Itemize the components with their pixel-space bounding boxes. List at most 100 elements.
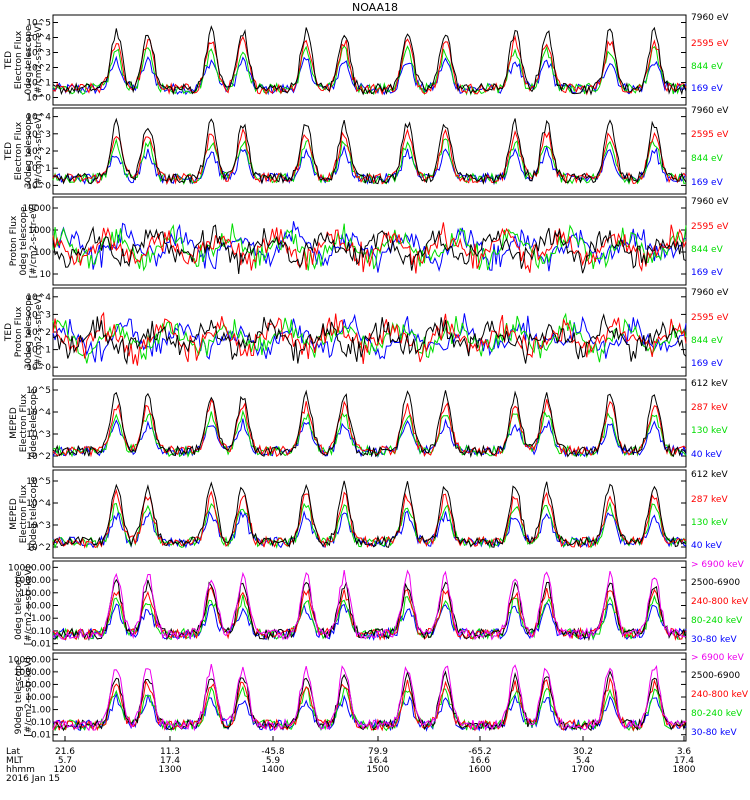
series-line-240-800-keV [52,586,687,641]
series-line-287-keV [52,398,687,458]
legend-entry: 844 eV [691,62,723,72]
y-tick-label: 10^5 [26,477,51,487]
y-tick-label: 10.00 [25,602,51,612]
x-tick-label-lat: -45.8 [261,747,285,757]
x-tick-label-hhmm: 1700 [571,765,595,775]
x-tick-label-hhmm: 1200 [53,765,77,775]
y-tick-label: 1000.00 [14,668,51,678]
y-axis-label: TED Electron Flux 0deg telescope [#/cm2-s-s… [4,22,44,98]
x-tick-label-hhmm: 1500 [366,765,390,775]
legend-entry: 130 keV [691,426,728,436]
y-tick-label: 10^1 [26,164,51,174]
y-tick-label: 10^0 [26,363,51,373]
y-tick-label: 1000.00 [14,576,51,586]
y-tick-label: 1000 [28,226,51,236]
y-tick-label: 10000 [22,204,51,214]
series-line-844-eV [52,312,687,364]
y-tick-label: 10^4 [26,113,51,123]
y-tick-label: 10^4 [26,293,51,303]
x-tick-label-hhmm: 1800 [672,765,696,775]
legend-entry: 30-80 keV [691,635,737,645]
series-line-612-keV [52,389,687,459]
x-tick-label-lat: -65.2 [468,747,492,757]
legend-entry: 240-800 keV [691,597,749,607]
y-axis-label: MEPED Electron Flux 0deg telescope [9,388,39,458]
x-tick-label-hhmm: 1600 [468,765,492,775]
y-tick-label: 10^0 [26,181,51,191]
series-line-844-eV [52,45,687,96]
series-line-844-eV [52,223,687,272]
legend-entry: 80-240 keV [691,709,743,719]
y-tick-label: 10^2 [26,147,51,157]
series-line-7960-eV [52,117,687,185]
legend-entry: 612 keV [691,470,728,480]
y-axis-label: TED Electron Flux 30deg telescope [#/cm2-s-… [4,113,44,189]
series-line-169-eV [52,55,687,96]
panel-7: 0.01 0.10 1.00 10.00 100.00 1000.00 10000.00 [8,560,687,651]
plot-title: NOAA18 [351,1,399,14]
y-axis-label: Proton Flux 0deg telescope [#/cm2-s-str-eV… [9,203,39,279]
legend-entry: 844 eV [691,336,723,346]
y-axis-label: 0deg telescope [#/cm2-s-str-keV] [14,565,34,646]
y-axis-label: MEPED Electron Flux 90deg telescope [9,476,39,552]
y-tick-label: 0.10 [31,718,51,728]
series-line-130-keV [52,409,687,459]
y-tick-label: 10^1 [26,79,51,89]
y-tick-label: 100.00 [20,680,52,690]
legend-entry: 169 eV [691,359,723,369]
panel-8: 0.01 0.10 1.00 10.00 100.00 1000.00 10000.00 [8,652,687,742]
series-line-7960-eV [52,25,687,96]
x-tick-label-hhmm: 1300 [158,765,182,775]
panel-frame [52,378,687,468]
y-tick-label: 10^1 [26,346,51,356]
y-tick-label: 10^4 [26,408,51,418]
y-tick-label: 1.00 [31,706,51,716]
x-tick-label-mlt: 5.7 [57,756,73,766]
y-tick-label: 0.10 [31,627,51,637]
legend-entry: 169 eV [691,84,723,94]
y-tick-label: 10^2 [26,328,51,338]
series-line-2595-eV [52,34,687,96]
x-row-label-lat: Lat [6,747,21,757]
panel-5: 10^2 10^3 10^4 10^5 [26,378,687,468]
x-tick-label-mlt: 5.4 [575,756,591,766]
x-tick-label-lat: 79.9 [367,747,389,757]
x-tick-label-lat: 3.6 [676,747,692,757]
x-tick-label-mlt: 16.4 [367,756,389,766]
y-tick-label: 10^2 [26,543,51,553]
legend-entry: 240-800 keV [691,690,749,700]
legend-entry: 2595 eV [691,222,729,232]
x-tick-label-lat: 21.6 [54,747,76,757]
y-tick-label: 10^4 [26,34,51,44]
legend-entry: 2595 eV [691,313,729,323]
legend-entry: 30-80 keV [691,728,737,738]
y-tick-label: 1.00 [31,614,51,624]
legend-entry: 2500-6900 [691,671,741,681]
legend-entry: 130 keV [691,518,728,528]
y-tick-label: 10000.00 [8,563,51,573]
panel-frame [52,287,687,377]
y-tick-label: 10000.00 [8,655,51,665]
legend-entry: 2595 eV [691,130,729,140]
legend-entry: 287 keV [691,495,728,505]
legend-entry: > 6900 keV [691,653,744,663]
y-tick-label: 10^3 [26,310,51,320]
date-label: 2016 Jan 15 [6,774,60,784]
x-row-label-mlt: MLT [6,756,24,766]
series-line-2595-eV [52,127,687,185]
legend-entry: 7960 eV [691,288,729,298]
panel-1: 10^0 10^1 10^2 10^3 10^4 10^5 [26,14,687,106]
y-axis-label: TED Proton Flux 30deg telescope [#/cm2-s-st… [4,294,44,370]
y-tick-label: 10^5 [26,19,51,29]
panel-4: 10^0 10^1 10^2 10^3 10^4 [26,287,687,377]
legend-entry: 40 keV [691,450,722,460]
y-tick-label: 10^0 [26,94,51,104]
legend-entry: 40 keV [691,541,722,551]
series-line-2500-6900 [52,578,687,642]
x-row-label-hhmm: hhmm [6,765,35,775]
legend-entry: > 6900 keV [691,560,744,570]
legend-entry: 7960 eV [691,197,729,207]
series-line-7960-eV [52,313,687,366]
